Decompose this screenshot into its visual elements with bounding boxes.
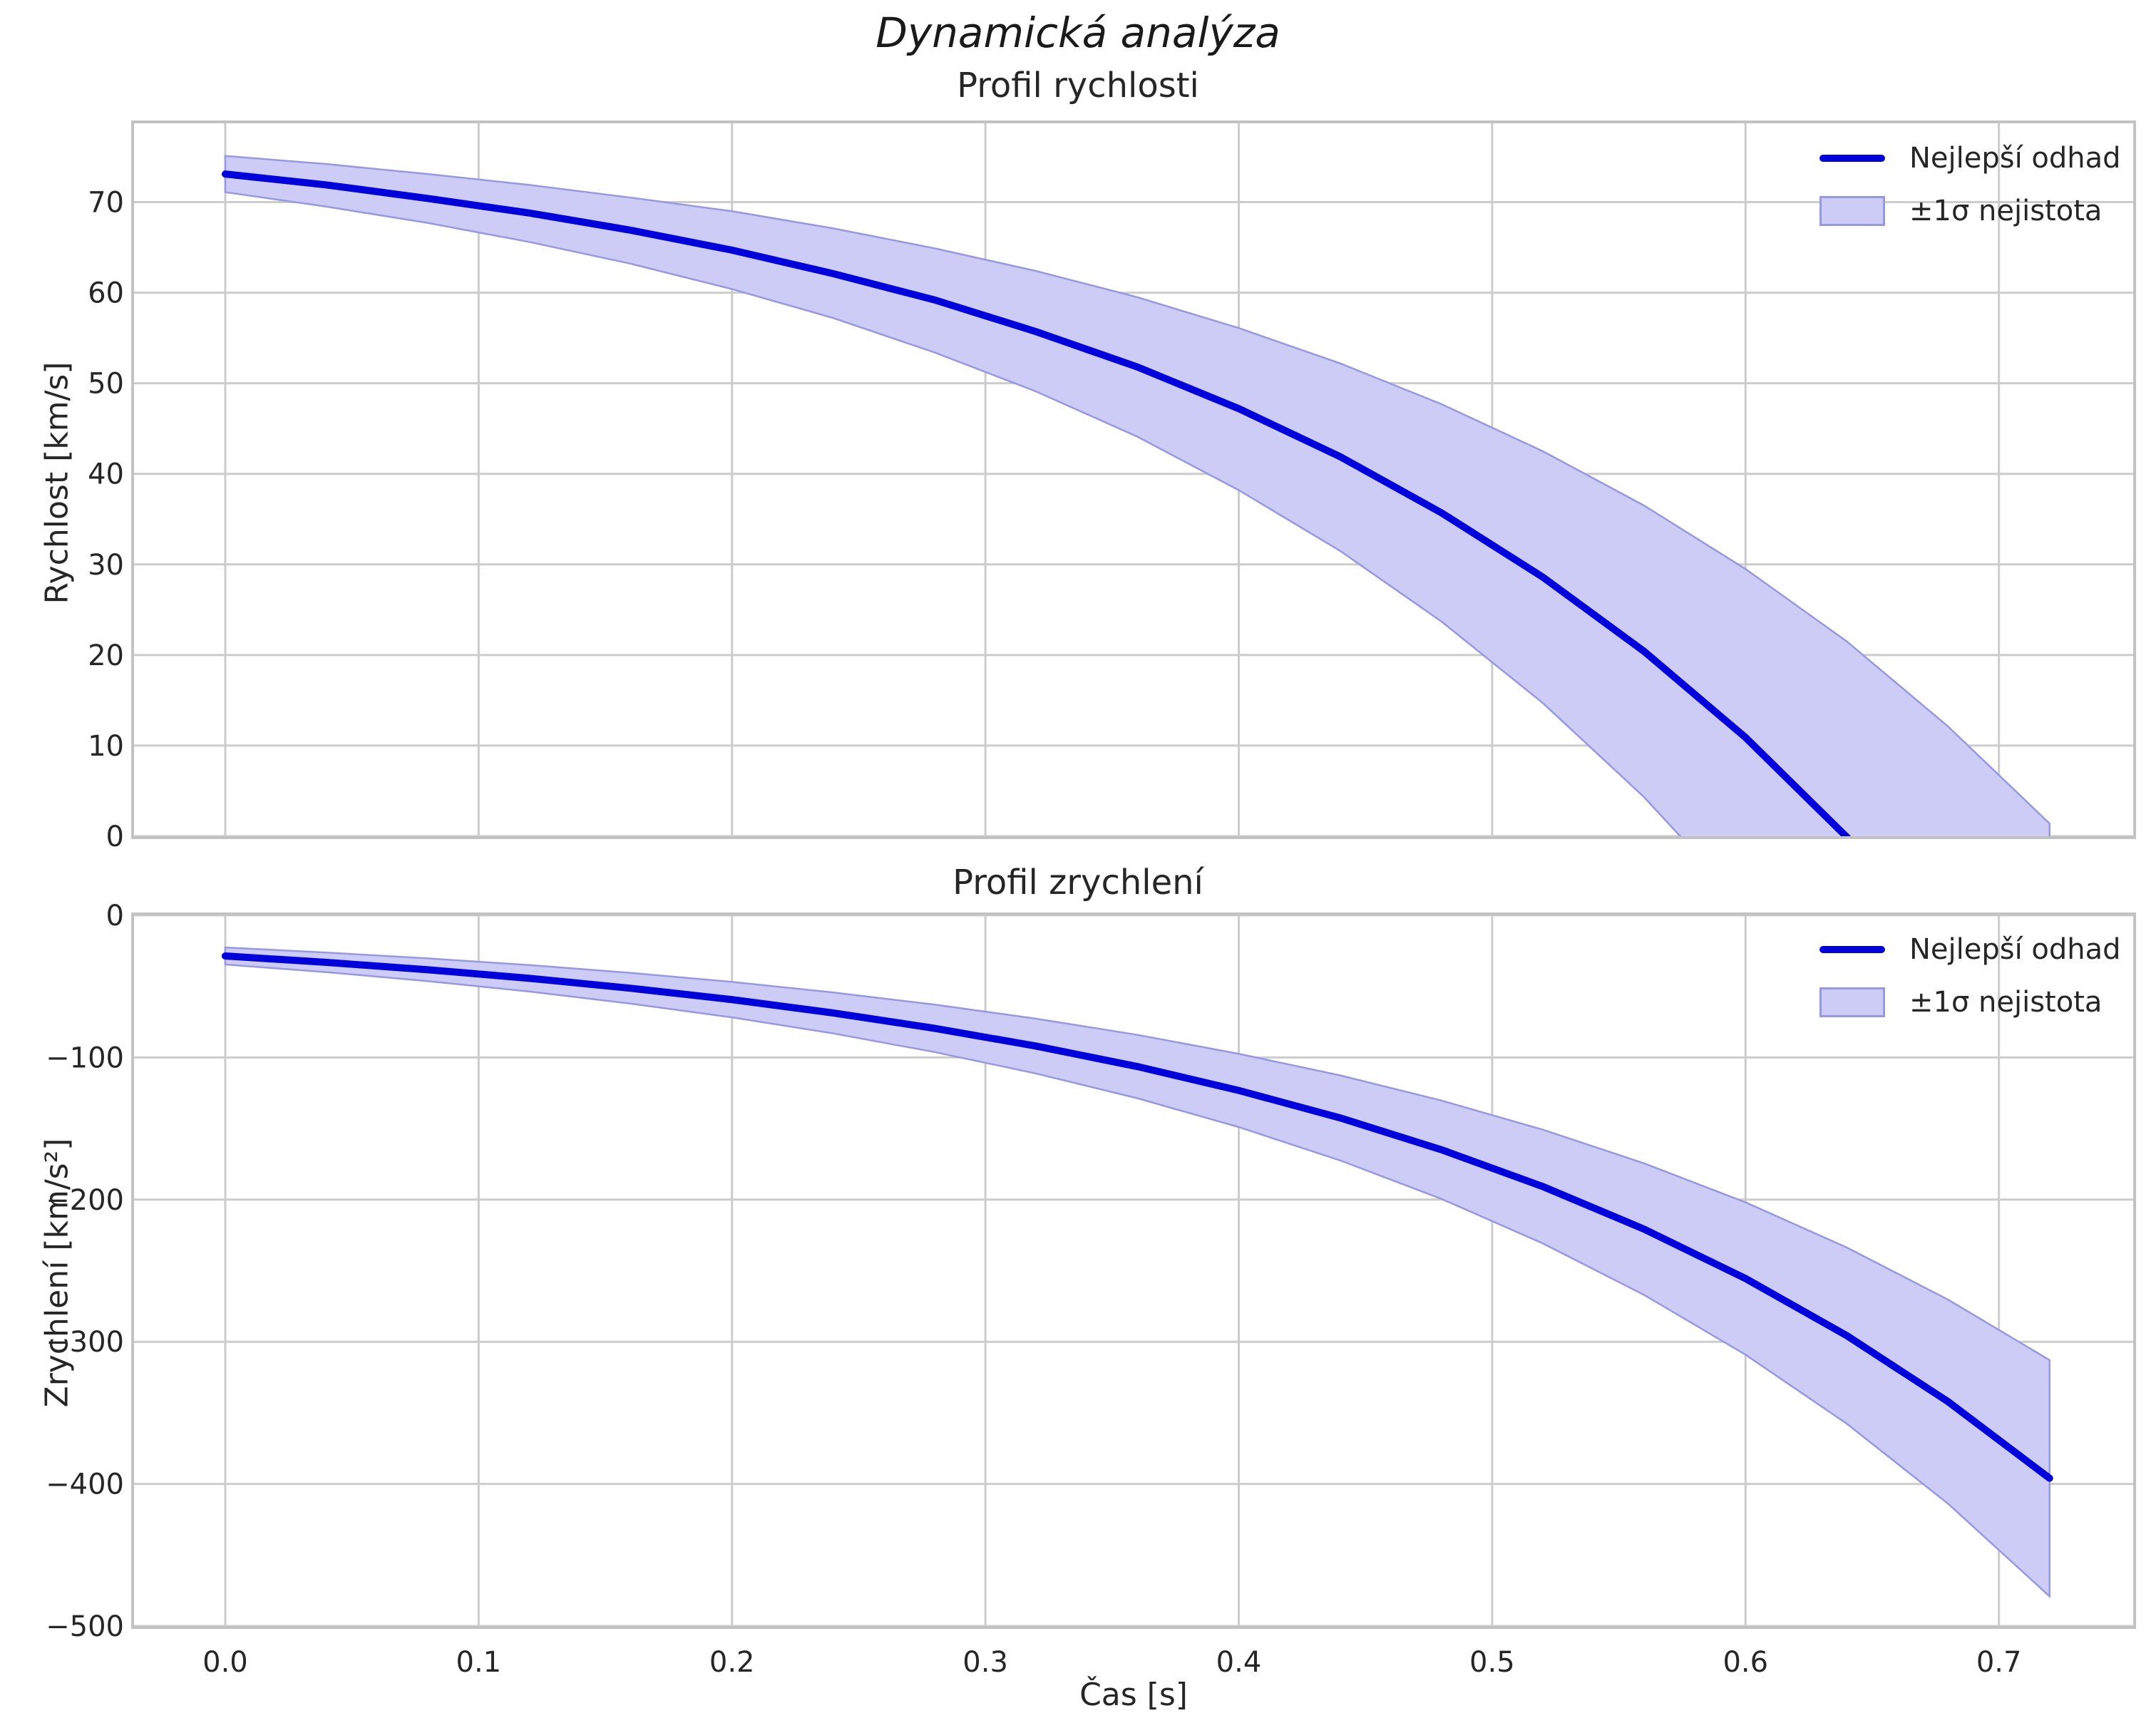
acceleration-y-axis-label: Zrychlení [km/s²] <box>38 1138 76 1408</box>
x-tick-label: 0.7 <box>1976 1646 2022 1679</box>
acceleration-axes-frame <box>131 912 2136 1629</box>
y-tick-label: −400 <box>46 1469 124 1501</box>
line-swatch-icon <box>1819 155 1885 162</box>
y-tick-label: −100 <box>46 1042 124 1074</box>
acceleration-uncertainty-band <box>224 946 2050 1599</box>
y-tick-label: 10 <box>88 730 124 763</box>
x-tick-label: 0.3 <box>962 1646 1008 1679</box>
y-tick-label: −200 <box>46 1184 124 1217</box>
acceleration-legend: Nejlepší odhad ±1σ nejistota <box>1819 932 2121 1019</box>
velocity-legend: Nejlepší odhad ±1σ nejistota <box>1819 141 2121 228</box>
y-tick-label: 70 <box>88 187 124 220</box>
legend-label: Nejlepší odhad <box>1909 933 2121 966</box>
velocity-chart-title: Profil rychlosti <box>957 66 1199 106</box>
acceleration-chart-title: Profil zrychlení <box>953 863 1203 902</box>
x-axis-label: Čas [s] <box>1079 1677 1188 1713</box>
y-tick-label: 40 <box>88 458 124 491</box>
x-tick-label: 0.4 <box>1216 1646 1262 1679</box>
acceleration-best-estimate-line <box>221 952 2053 1482</box>
legend-item-uncertainty: ±1σ nejistota <box>1819 985 2121 1019</box>
legend-label: Nejlepší odhad <box>1909 142 2121 175</box>
velocity-y-axis-label: Rychlost [km/s] <box>38 361 76 605</box>
x-tick-label: 0.0 <box>202 1646 248 1679</box>
y-tick-label: 0 <box>106 821 124 853</box>
y-tick-label: 30 <box>88 549 124 582</box>
legend-label: ±1σ nejistota <box>1909 986 2103 1019</box>
y-tick-label: 50 <box>88 368 124 401</box>
velocity-axes-frame <box>131 120 2136 839</box>
figure-title: Dynamická analýza <box>876 9 1280 57</box>
velocity-uncertainty-band <box>224 155 2050 836</box>
velocity-best-estimate-line <box>221 170 1851 836</box>
legend-label: ±1σ nejistota <box>1909 195 2103 227</box>
y-tick-label: 60 <box>88 277 124 310</box>
legend-item-uncertainty: ±1σ nejistota <box>1819 194 2121 228</box>
x-tick-label: 0.6 <box>1723 1646 1768 1679</box>
band-swatch-icon <box>1819 987 1885 1017</box>
legend-item-best-estimate: Nejlepší odhad <box>1819 141 2121 175</box>
x-tick-label: 0.2 <box>709 1646 755 1679</box>
x-tick-label: 0.1 <box>456 1646 502 1679</box>
y-tick-label: −500 <box>46 1610 124 1643</box>
x-tick-label: 0.5 <box>1469 1646 1515 1679</box>
line-swatch-icon <box>1819 946 1885 953</box>
band-swatch-icon <box>1819 196 1885 226</box>
y-tick-label: 20 <box>88 639 124 672</box>
y-tick-label: 0 <box>106 900 124 932</box>
y-tick-label: −300 <box>46 1326 124 1359</box>
legend-item-best-estimate: Nejlepší odhad <box>1819 932 2121 967</box>
